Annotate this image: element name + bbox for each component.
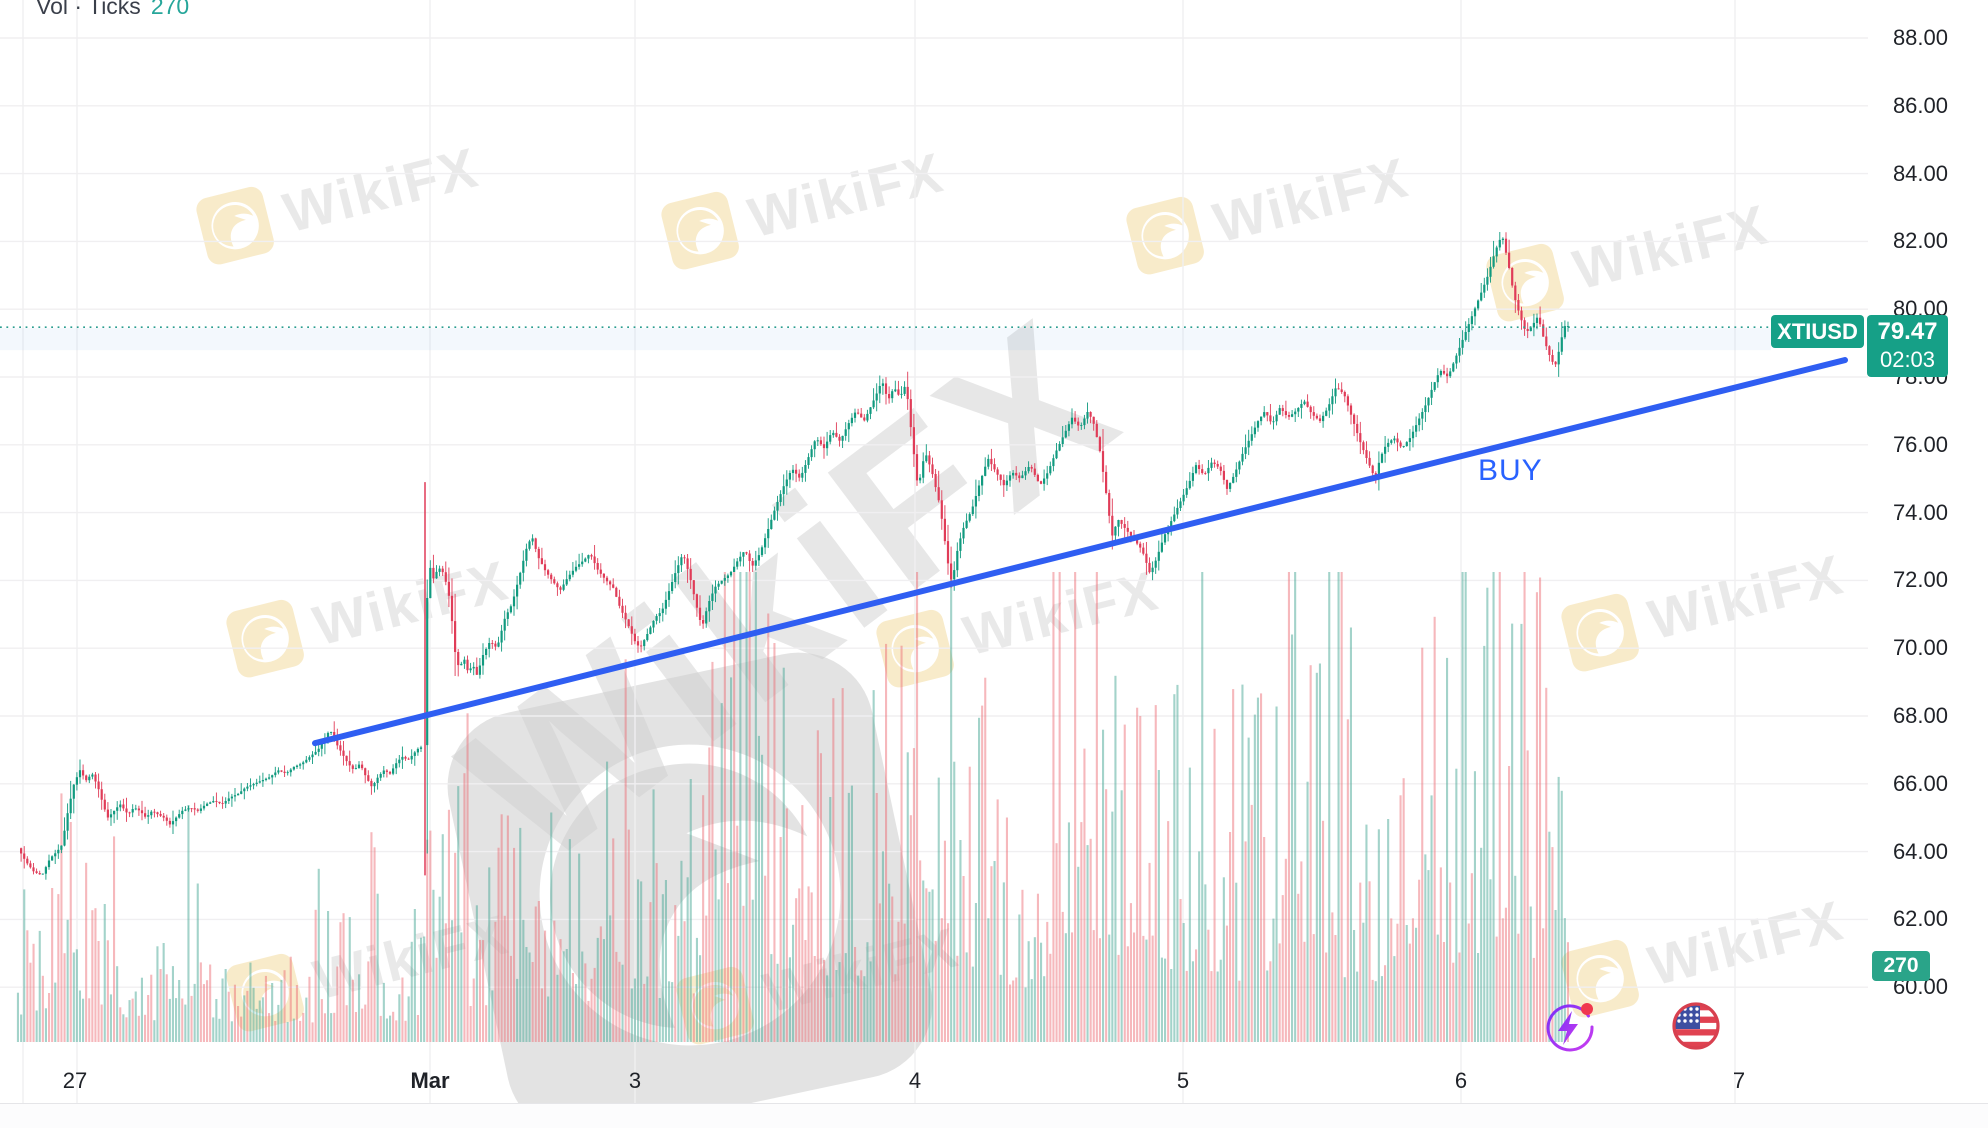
us-flag-icon[interactable]: [1669, 999, 1723, 1053]
price-axis-label: 86.00: [1892, 92, 1948, 118]
symbol-name: XTIUSD: [1777, 318, 1858, 344]
price-axis-label: 82.00: [1892, 228, 1948, 254]
time-axis-separator: [0, 1103, 1988, 1104]
buy-annotation: BUY: [1478, 454, 1543, 487]
volume-histogram: [16, 572, 1569, 1042]
buy-trendline[interactable]: [312, 357, 1848, 747]
last-price-value: 79.47: [1877, 318, 1938, 346]
price-axis-label: 76.00: [1892, 431, 1948, 457]
volume-value: 270: [1883, 954, 1919, 977]
price-axis-label: 72.00: [1892, 567, 1948, 593]
time-axis-label: 3: [628, 1068, 642, 1093]
indicator-legend[interactable]: Vol · Ticks 270: [36, 0, 189, 20]
price-axis-label: 70.00: [1892, 635, 1948, 661]
gridlines: [0, 0, 1868, 1103]
time-axis-label: 6: [1454, 1068, 1468, 1093]
symbol-badge: XTIUSD: [1771, 315, 1864, 348]
candlestick-series: [20, 232, 1570, 880]
time-axis-label: 7: [1732, 1068, 1746, 1093]
time-axis-label: 4: [908, 1068, 922, 1093]
price-axis-label: 64.00: [1892, 838, 1948, 864]
countdown-timer: 02:03: [1879, 347, 1936, 373]
price-axis-label: 88.00: [1892, 25, 1948, 50]
price-axis-label: 66.00: [1892, 770, 1948, 796]
time-axis-label: 27: [62, 1068, 88, 1093]
price-axis-label: 84.00: [1892, 160, 1948, 186]
volume-value-badge: 270: [1872, 951, 1930, 981]
axis-footer-strip: [0, 1104, 1988, 1128]
notification-dot: [1581, 1003, 1593, 1015]
indicator-label: Vol · Ticks: [36, 0, 141, 19]
indicator-value: 270: [150, 0, 190, 19]
time-axis-label: Mar: [410, 1068, 450, 1093]
price-axis-label: 74.00: [1892, 499, 1948, 525]
last-price-badge: 79.47 02:03: [1867, 315, 1948, 377]
instant-trading-lightning-icon[interactable]: [1536, 995, 1600, 1059]
time-axis-label: 5: [1176, 1068, 1190, 1093]
price-axis-label: 68.00: [1892, 703, 1948, 728]
price-axis-label: 62.00: [1892, 906, 1948, 932]
